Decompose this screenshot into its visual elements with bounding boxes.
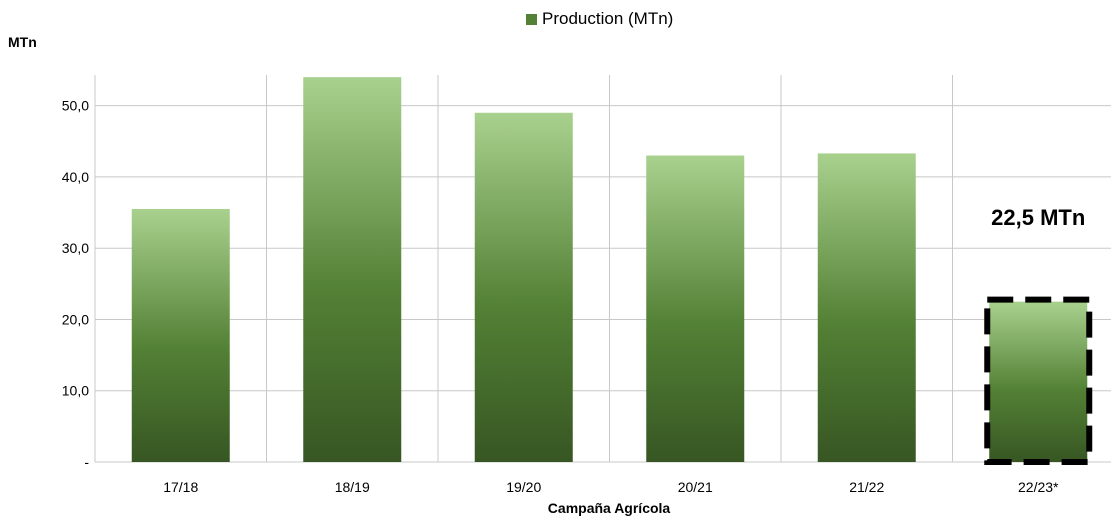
highlight-annotation: 22,5 MTn [991, 205, 1085, 230]
bar [132, 209, 230, 462]
y-tick-label: 20,0 [62, 311, 89, 327]
x-tick-label: 18/19 [335, 479, 370, 495]
bar [989, 302, 1087, 462]
y-axis-title: MTn [8, 34, 37, 50]
y-tick-label: 10,0 [62, 383, 89, 399]
x-tick-label: 19/20 [506, 479, 541, 495]
legend-swatch [526, 14, 537, 25]
x-tick-label: 21/22 [849, 479, 884, 495]
x-tick-label: 22/23* [1018, 479, 1059, 495]
y-tick-label: 30,0 [62, 240, 89, 256]
x-axis-title: Campaña Agrícola [548, 500, 671, 516]
bar [818, 153, 916, 462]
bar [646, 156, 744, 462]
x-tick-label: 20/21 [678, 479, 713, 495]
y-tick-label: 40,0 [62, 169, 89, 185]
legend-label: Production (MTn) [542, 9, 673, 28]
bar [303, 77, 401, 462]
y-tick-label: 50,0 [62, 98, 89, 114]
y-tick-label: - [84, 454, 89, 470]
x-tick-label: 17/18 [163, 479, 198, 495]
bar [475, 113, 573, 462]
